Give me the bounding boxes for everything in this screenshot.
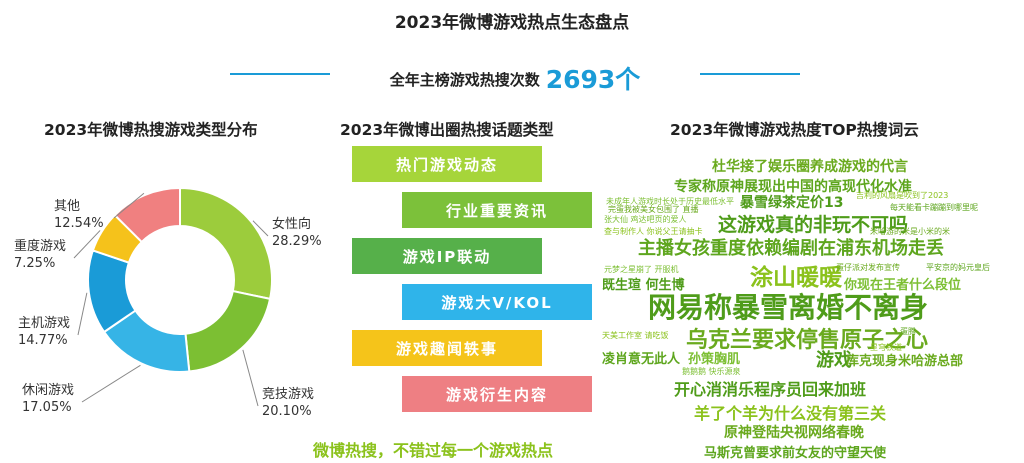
donut-slice-5: [113, 186, 181, 244]
slice-label-4: 重度游戏: [14, 238, 66, 254]
donut-slice-0: [179, 186, 273, 301]
slice-value-2: 17.05%: [22, 400, 72, 415]
leader-line-2: [81, 364, 141, 403]
cloud-word-15: 蛋仔派对发布宣传: [836, 263, 900, 272]
cloud-word-7: 张大仙 鸡达吧页的爱人: [604, 215, 687, 224]
cloud-word-2: 未成年人游戏时长处于历史最低水平: [606, 197, 734, 206]
cloud-word-27: 鹅鹅鹅 快乐源泉: [682, 367, 741, 376]
divider-right: [700, 73, 800, 75]
topic-type-3: 游戏大V/KOL: [402, 284, 592, 320]
section-title-middle: 2023年微博出圈热搜话题类型: [340, 121, 554, 139]
leader-line-0: [252, 220, 269, 237]
cloud-word-10: 米哈游的米是小米的米: [870, 227, 950, 236]
leader-line-4: [73, 230, 101, 259]
cloud-word-0: 杜华接了娱乐圈养成游戏的代言: [712, 159, 908, 175]
leader-line-1: [242, 349, 259, 407]
slice-value-3: 14.77%: [18, 333, 68, 348]
cloud-word-3: 暴雪绿茶定价13: [740, 195, 844, 211]
topic-type-5: 游戏衍生内容: [402, 376, 592, 412]
donut-slice-1: [184, 289, 272, 373]
cloud-word-31: 马斯克曾要求前女友的守望天使: [704, 446, 887, 461]
leader-line-3: [77, 292, 88, 336]
cloud-word-9: 查与制作人 你说父王请抽卡: [604, 227, 703, 236]
topic-type-1: 行业重要资讯: [402, 192, 592, 228]
cloud-word-1: 专家称原神展现出中国的高现代化水准: [674, 179, 912, 195]
cloud-word-17: 你现在王者什么段位: [844, 278, 962, 293]
topic-type-2: 游戏IP联动: [352, 238, 542, 274]
cloud-word-14: 涂山暖暖: [750, 265, 842, 291]
slice-value-0: 28.29%: [272, 234, 322, 249]
word-cloud: 杜华接了娱乐圈养成游戏的代言专家称原神展现出中国的高现代化水准未成年人游戏时长处…: [600, 150, 1020, 461]
cloud-word-20: 乌克兰要求停售原子之心: [686, 328, 929, 353]
donut-chart: 女性向 28.29% 竞技游戏 20.10% 休闲游戏 17.05% 主机游戏 14.77% 重…: [14, 186, 322, 419]
cloud-word-21: 凌肖意无此人: [602, 352, 681, 367]
divider-left: [230, 73, 330, 75]
slice-value-1: 20.10%: [262, 404, 312, 419]
subtitle-value: 2693个: [545, 65, 641, 94]
subtitle-label: 全年主榜游戏热搜次数: [389, 71, 540, 89]
leader-line-5: [113, 192, 145, 219]
slice-label-1: 竞技游戏: [262, 386, 314, 402]
cloud-word-29: 羊了个羊为什么没有第三关: [694, 404, 887, 423]
slice-label-3: 主机游戏: [18, 316, 70, 331]
cloud-word-25: 库克现身米哈游总部: [846, 354, 964, 369]
slice-value-4: 7.25%: [14, 256, 55, 271]
cloud-word-26: 蛋腾: [900, 327, 916, 336]
cloud-word-12: 元梦之星崩了 开服机: [604, 265, 679, 274]
cloud-word-19: 天美工作室 请吃饭: [602, 331, 669, 340]
slogan: 微博热搜，不错过每一个游戏热点: [313, 441, 554, 460]
page-title: 2023年微博游戏热点生态盘点: [394, 13, 630, 33]
cloud-word-30: 原神登陆央视网络春晚: [724, 425, 864, 441]
cloud-word-22: 孙策胸肌: [688, 352, 741, 367]
cloud-word-23: 游戏: [816, 350, 852, 371]
subtitle-row: 全年主榜游戏热搜次数 2693个: [230, 60, 800, 94]
cloud-word-4: 吉利的风扇是吹到了2023: [856, 191, 949, 200]
slice-label-0: 女性向: [272, 216, 311, 232]
section-title-left: 2023年微博热搜游戏类型分布: [44, 121, 258, 139]
cloud-word-18: 网易称暴雪离婚不离身: [648, 291, 929, 324]
slice-label-5: 其他: [54, 199, 80, 214]
cloud-word-13: 既生瑄 何生博: [602, 278, 685, 293]
cloud-word-28: 开心消消乐程序员回来加班: [674, 380, 867, 399]
cloud-word-11: 主播女孩重度依赖编剧在浦东机场走丢: [638, 238, 944, 259]
subtitle: 全年主榜游戏热搜次数 2693个: [230, 60, 800, 96]
cloud-word-6: 每天能看卡蹦蹦到哪里呢: [890, 203, 978, 212]
topic-type-0: 热门游戏动态: [352, 146, 542, 182]
cloud-word-8: 这游戏真的非玩不可吗: [718, 214, 909, 236]
topic-type-4: 游戏趣闻轶事: [352, 330, 542, 366]
slice-label-2: 休闲游戏: [22, 383, 74, 398]
cloud-word-16: 平安京的妈元皇后: [926, 263, 990, 272]
cloud-word-5: 完蛋我被美女包围了 直播: [608, 205, 699, 214]
section-title-right: 2023年微博游戏热度TOP热搜词云: [670, 121, 919, 139]
cloud-word-24: 星穹铁道: [870, 343, 902, 352]
slice-value-5: 12.54%: [54, 216, 104, 231]
